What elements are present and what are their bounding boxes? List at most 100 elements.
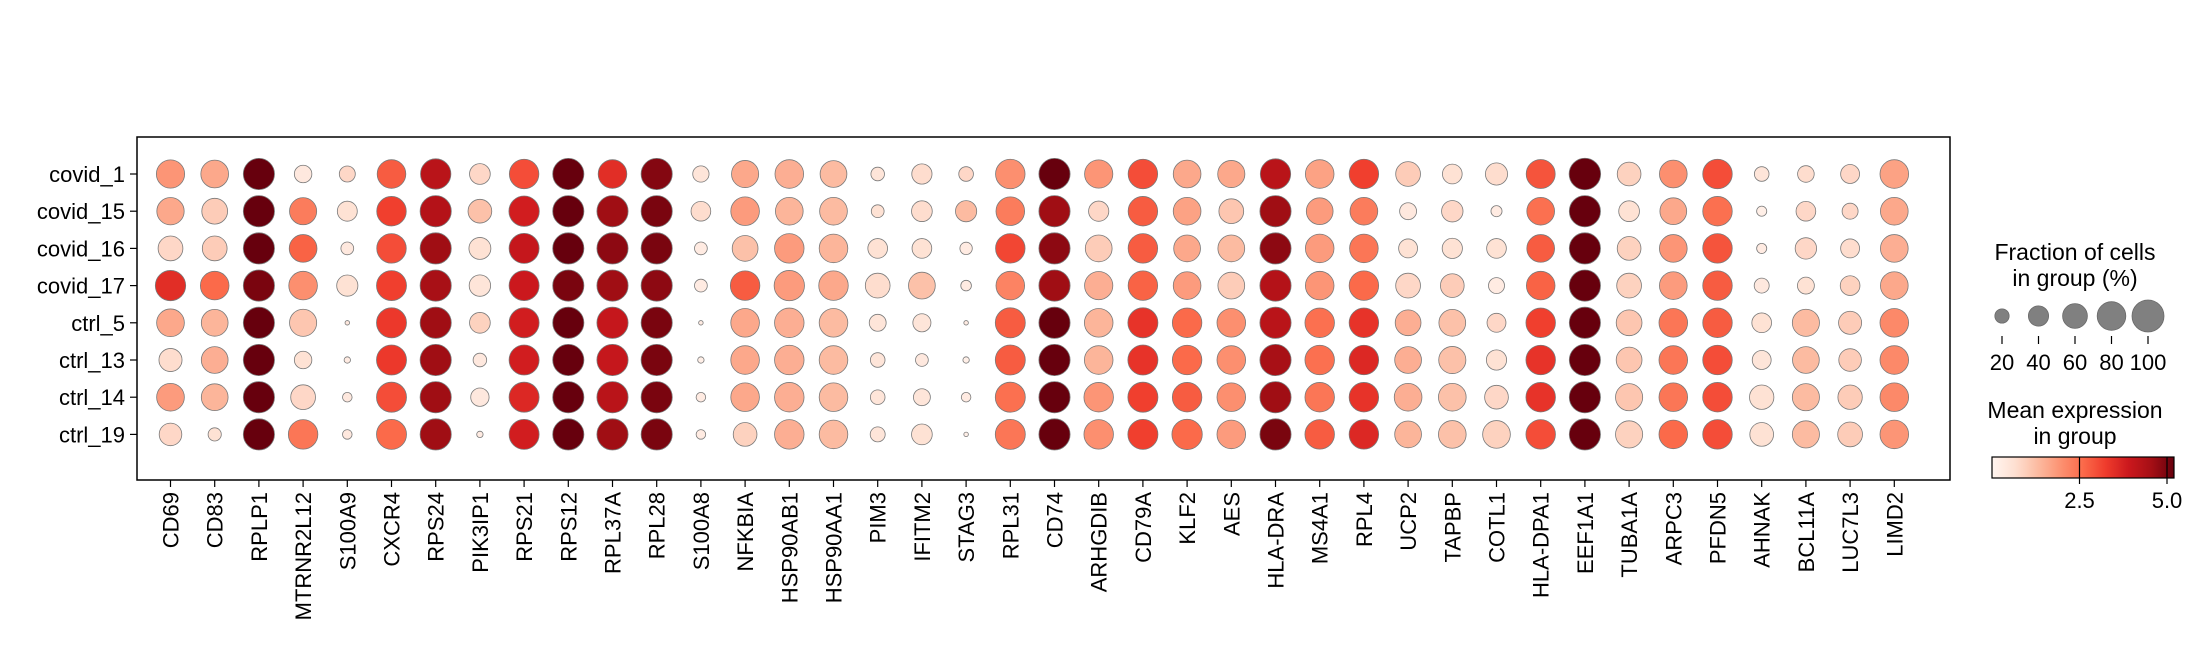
dot-ctrl_14-ARHGDIB [1083,382,1114,413]
dot-covid_16-HLA-DRA [1259,232,1292,265]
dot-covid_17-HSP90AB1 [773,270,805,302]
dot-ctrl_14-LUC7L3 [1837,384,1863,410]
dot-covid_15-RPL28 [640,195,673,228]
dot-covid_16-PFDN5 [1702,233,1733,264]
dot-covid_1-RPS24 [420,158,452,190]
dot-covid_1-CD83 [200,159,229,189]
dot-covid_1-RPS12 [552,158,585,190]
dot-ctrl_5-EEF1A1 [1568,306,1601,339]
colorbar-ticks: 2.5 5.0 [2064,457,2182,513]
dot-covid_17-S100A8 [694,278,708,293]
xtick-label-PIK3IP1: PIK3IP1 [468,492,493,573]
dot-ctrl_13-RPL37A [596,344,629,376]
dot-ctrl_14-COTL1 [1484,384,1509,410]
dot-ctrl_5-BCL11A [1791,308,1820,337]
dot-ctrl_13-CD79A [1127,344,1159,376]
dot-ctrl_19-EEF1A1 [1568,418,1601,451]
dot-ctrl_19-RPLP1 [242,418,275,451]
dot-ctrl_5-ARPC3 [1658,308,1689,338]
dot-covid_1-RPL37A [597,159,628,189]
xtick-label-RPL28: RPL28 [645,492,670,559]
dot-ctrl_19-HSP90AA1 [818,419,849,450]
xtick-label-RPS12: RPS12 [556,492,581,562]
dot-covid_15-LIMD2 [1880,196,1909,226]
dot-covid_1-STAG3 [958,166,974,182]
dot-covid_17-MTRNR2L12 [288,270,318,301]
size-legend-dot-20 [1994,308,2010,324]
xtick-label-AHNAK: AHNAK [1750,492,1775,568]
dot-covid_17-ARHGDIB [1084,271,1114,301]
dot-ctrl_14-CD79A [1127,381,1159,413]
dot-covid_15-HLA-DRA [1259,195,1292,228]
dot-covid_16-CD69 [157,235,184,262]
dot-ctrl_14-HSP90AB1 [774,382,805,413]
dot-ctrl_19-RPL37A [596,418,629,451]
dot-ctrl_14-RPL4 [1348,382,1380,413]
dot-ctrl_13-PIM3 [869,352,886,368]
dot-ctrl_14-MTRNR2L12 [290,384,316,410]
dot-covid_1-HSP90AB1 [774,159,805,189]
size-legend-dots: 20 40 60 80 100 [1990,299,2166,375]
xtick-label-RPL31: RPL31 [998,492,1023,559]
dot-covid_16-TUBA1A [1616,236,1642,261]
dot-ctrl_13-PIK3IP1 [472,352,488,368]
dot-covid_1-PIM3 [870,166,885,182]
dot-covid_16-CXCR4 [376,233,407,264]
dot-ctrl_14-RPS12 [552,381,585,414]
dot-ctrl_14-LIMD2 [1879,382,1910,412]
dot-ctrl_13-RPS21 [508,344,540,376]
dot-covid_17-COTL1 [1488,277,1505,295]
dot-covid_15-HLA-DPA1 [1526,196,1555,226]
dot-covid_17-KLF2 [1172,271,1202,300]
dot-covid_15-MS4A1 [1305,197,1334,225]
dot-ctrl_19-CD69 [158,422,183,447]
dot-ctrl_19-S100A9 [342,429,353,440]
dot-covid_16-RPS21 [508,232,540,264]
dot-covid_16-EEF1A1 [1568,232,1601,265]
dot-ctrl_13-COTL1 [1485,349,1508,371]
dot-covid_15-S100A9 [336,200,358,222]
dot-ctrl_13-ARPC3 [1658,345,1689,375]
dot-covid_17-AHNAK [1753,277,1770,294]
dot-ctrl_5-RPLP1 [242,306,275,339]
dot-covid_15-S100A8 [690,200,712,222]
dot-covid_17-TAPBP [1440,273,1465,298]
dot-covid_17-PIK3IP1 [468,274,492,297]
dot-covid_15-CD74 [1038,195,1071,228]
dot-ctrl_13-S100A8 [697,356,705,364]
dot-covid_1-BCL11A [1797,165,1815,183]
size-legend-label-60: 60 [2063,350,2087,375]
dot-ctrl_19-IFITM2 [911,423,933,446]
dot-covid_15-RPL4 [1349,196,1379,226]
colorbar-tick-label-5: 5.0 [2152,488,2183,513]
dot-ctrl_13-HSP90AB1 [774,344,805,376]
dot-covid_17-UCP2 [1395,272,1421,299]
dot-covid_16-S100A8 [694,241,708,256]
dot-covid_1-TUBA1A [1616,161,1642,187]
dot-covid_15-PFDN5 [1702,196,1733,227]
xtick-label-ARPC3: ARPC3 [1661,492,1686,565]
xtick-label-IFITM2: IFITM2 [910,492,935,562]
dot-ctrl_5-RPS12 [552,306,585,339]
dot-covid_15-RPLP1 [242,195,275,228]
dot-ctrl_13-CD74 [1038,344,1071,376]
dot-ctrl_5-UCP2 [1394,309,1422,337]
xtick-label-RPLP1: RPLP1 [247,492,272,562]
xtick-label-CXCR4: CXCR4 [380,492,405,567]
dot-ctrl_13-PFDN5 [1702,344,1733,376]
dot-ctrl_5-RPS24 [419,306,452,339]
dot-ctrl_13-RPS12 [552,344,585,376]
dot-covid_17-HLA-DPA1 [1525,270,1556,301]
dot-covid_1-S100A9 [338,165,356,183]
dot-covid_17-CD69 [154,270,187,302]
y-axis: covid_1 covid_15 covid_16 covid_17 ctrl_5ctr… [37,162,137,447]
dot-covid_15-ARHGDIB [1088,200,1110,222]
dot-covid_1-UCP2 [1395,161,1421,187]
dot-ctrl_19-MS4A1 [1304,419,1335,450]
dot-ctrl_13-MS4A1 [1304,344,1335,376]
dot-ctrl_19-RPL4 [1348,419,1380,450]
dot-covid_15-RPS12 [552,195,585,228]
dot-covid_16-UCP2 [1398,238,1418,259]
xtick-label-MTRNR2L12: MTRNR2L12 [291,492,316,620]
dot-covid_15-TAPBP [1441,200,1464,223]
